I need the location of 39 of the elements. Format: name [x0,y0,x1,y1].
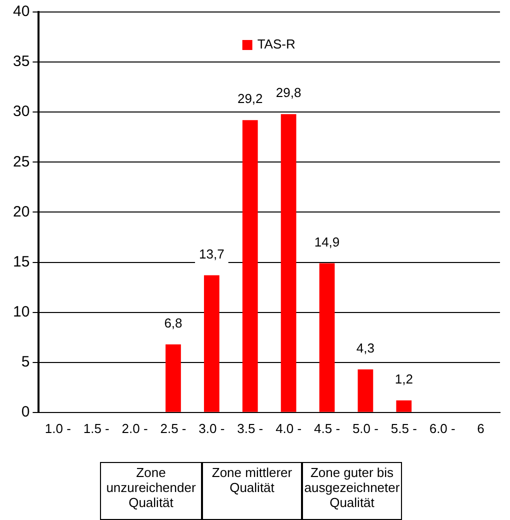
text: Zone mittlerer Qualität [201,463,301,519]
bar [242,120,258,412]
y-tick-label: 20 [12,203,30,220]
text: 4,3 [356,340,374,356]
y-tick-label: 10 [12,303,30,320]
bar [396,400,412,412]
legend-label: TAS-R [257,36,296,52]
y-tick-label: 0 [21,404,30,421]
y-tick-label: 40 [12,3,30,20]
x-tick-label: 6 [477,420,484,436]
text: Zone guter bis ausgezeichneter Qualität [301,463,401,519]
text: Zone unzureichender Qualität [105,464,197,512]
x-tick-label: 5.5 - [390,420,417,436]
x-tick-label: 6.0 - [429,420,456,436]
text: 29,8 [276,85,302,100]
bar [204,275,220,412]
y-tick-label: 5 [21,353,30,370]
x-tick-label: 2.5 - [160,420,186,436]
y-tick-label: 15 [12,253,30,270]
bar [166,344,181,412]
text: 1,2 [394,371,413,386]
bar [319,263,335,412]
x-tick-label: 4.5 - [314,420,340,436]
bar [358,369,374,412]
x-tick-label: 3.0 - [198,420,225,436]
y-tick-label: 25 [12,153,30,170]
y-tick-label: 35 [12,53,30,70]
text: 29,2 [237,91,263,106]
x-tick-label: 2.0 - [122,420,148,436]
text: 14,9 [314,234,340,250]
text: 6,8 [164,315,182,330]
y-tick-label: 30 [12,103,30,120]
x-tick-label: 1.5 - [83,420,110,436]
x-tick-label: 1.0 - [44,420,71,436]
x-tick-label: 3.5 - [237,420,264,436]
x-tick-label: 4.0 - [276,420,302,436]
text: 13,7 [199,246,224,262]
x-tick-label: 5.0 - [352,420,378,436]
bar [280,114,296,412]
